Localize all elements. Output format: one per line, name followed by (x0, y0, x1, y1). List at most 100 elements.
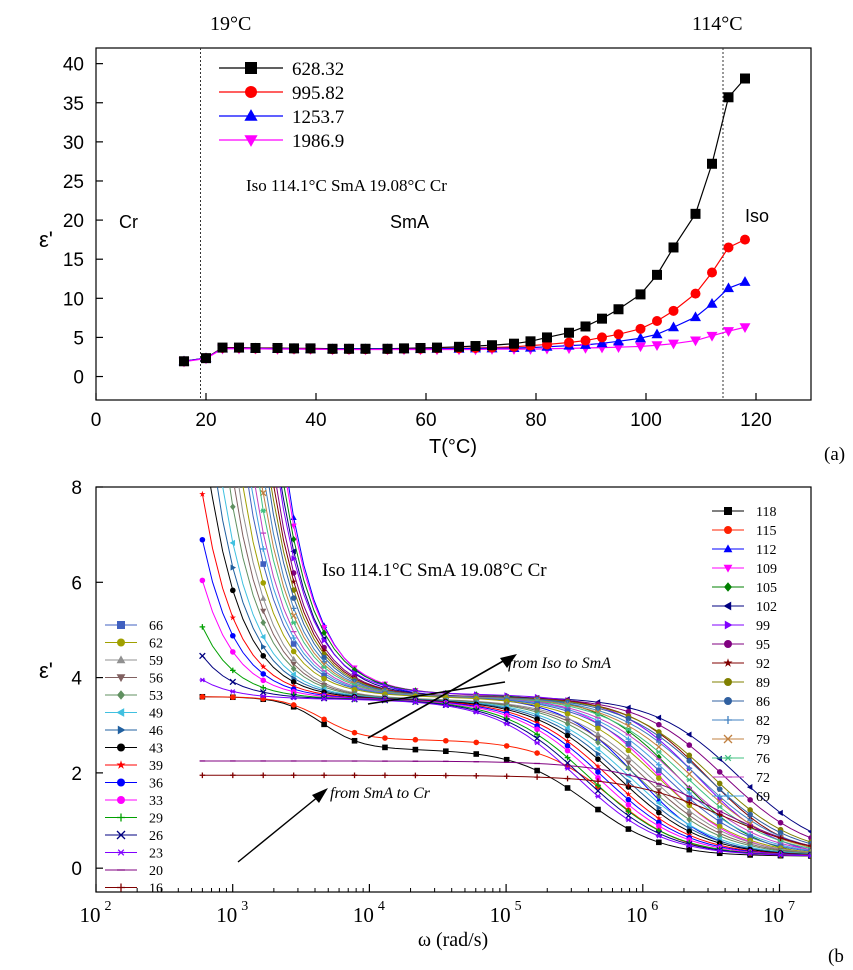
panel-b-legend-label: 66 (149, 619, 163, 634)
panel-b-legend-label: 112 (756, 543, 776, 558)
panel-b-xtick-label: 10 (763, 903, 784, 927)
panel-a-data-point (564, 327, 574, 338)
panel-a-legend-label: 628.32 (292, 59, 344, 80)
panel-b-legend-label: 115 (756, 524, 776, 539)
panel-b-data-point (594, 745, 601, 752)
panel-b-data-point (290, 682, 297, 689)
panel-b-legend-marker (117, 725, 126, 735)
panel-b-ytick-label: 2 (71, 764, 82, 785)
panel-b-legend-marker (117, 849, 125, 856)
panel-b-legend-label: 92 (756, 657, 770, 672)
panel-b-data-point (595, 793, 601, 799)
panel-b-data-point (533, 719, 541, 726)
panel-b-data-point (595, 712, 601, 717)
panel-b-data-point (351, 686, 358, 693)
panel-b-data-point (686, 795, 693, 802)
panel-b-legend-marker (724, 678, 732, 686)
panel-b-data-point (320, 661, 328, 668)
panel-b-data-point (716, 818, 723, 825)
panel-b-xlabel: ω (rad/s) (418, 929, 488, 951)
panel-b-data-point (686, 777, 693, 783)
panel-b-data-point (595, 778, 601, 784)
panel-b-legend-label: 102 (756, 600, 777, 615)
panel-b-data-point (230, 503, 236, 511)
panel-b-legend-marker (724, 697, 732, 705)
panel-b-legend-label: 53 (149, 689, 163, 704)
panel-b-data-point (260, 663, 267, 670)
panel-b-legend-label: 36 (149, 777, 163, 792)
panel-a-axes: 0 20 40 60 80 100 120 0 5 10 15 20 25 30 35 40 (63, 55, 772, 431)
panel-a-legend-marker (245, 62, 257, 74)
panel-a-ytick-label: 20 (63, 211, 84, 232)
panel-b-data-point (533, 735, 541, 742)
panel-a-phase-sma: SmA (390, 212, 429, 232)
panel-b-legend-label: 62 (149, 637, 163, 652)
panel-b-legend-marker (724, 582, 732, 592)
panel-b-data-point (321, 664, 327, 670)
panel-b-data-point (594, 730, 602, 737)
panel-a-legend-label: 995.82 (292, 83, 344, 104)
panel-a-xtick-label: 40 (305, 410, 326, 431)
panel-a-data-point (723, 92, 734, 103)
panel-b-data-point (625, 801, 632, 808)
panel-a-data-point (690, 336, 701, 347)
panel-b-data-point (321, 654, 327, 661)
panel-b-data-point (230, 694, 236, 700)
panel-b-legend-label: 109 (756, 562, 777, 577)
panel-a-data-point (652, 269, 662, 280)
panel-b-legend-marker (723, 601, 732, 611)
panel-b-data-point (564, 754, 571, 761)
panel-a-data-point (597, 332, 607, 343)
panel-b-data-point (746, 783, 753, 791)
panel-b-data-point (382, 744, 388, 751)
panel-b-data-point (808, 853, 811, 859)
panel-b-data-point (412, 746, 419, 753)
panel-a-data-point (739, 323, 751, 334)
panel-b-data-point (260, 772, 267, 779)
panel-a-ytick-label: 0 (73, 368, 84, 389)
panel-b-data-point (656, 733, 662, 739)
panel-a-legend-marker (244, 135, 258, 147)
panel-b-data-point (716, 769, 723, 775)
panel-b-data-point (230, 689, 236, 694)
panel-b-xtick-exponent: 7 (788, 899, 795, 914)
panel-b-data-point (595, 725, 601, 732)
panel-b-data-point (686, 828, 693, 835)
panel-b-data-point (656, 789, 662, 796)
panel-b-data-point (625, 760, 632, 766)
panel-b-legend-marker (117, 778, 125, 787)
panel-b-data-point (625, 753, 632, 760)
panel-a-legend-marker (245, 86, 257, 98)
panel-b-data-point (412, 699, 419, 705)
panel-a-xtick-label: 80 (525, 410, 546, 431)
panel-b-data-point (534, 731, 540, 738)
panel-a-data-point (652, 315, 662, 326)
panel-b-data-point (686, 731, 692, 738)
panel-b-xtick-label: 10 (80, 903, 101, 927)
panel-b-arrow-upper-text: from Iso to SmA (508, 655, 611, 672)
panel-b-data-point (260, 677, 267, 684)
panel-b-ylabel: ε' (39, 658, 53, 683)
panel-b-data-point (229, 678, 237, 686)
panel-b-data-point (503, 773, 510, 780)
panel-a-ytick-label: 40 (63, 55, 84, 76)
panel-b-data-point (260, 684, 267, 691)
panel-b-data-point (229, 539, 236, 546)
panel-b-data-point (199, 693, 206, 700)
panel-a-data-point (690, 288, 701, 299)
panel-b-data-point (290, 595, 297, 601)
panel-b-data-point (656, 761, 662, 768)
panel-a-data-point (525, 336, 536, 347)
panel-b-data-point (260, 595, 267, 601)
panel-b-xtick-label: 10 (216, 903, 237, 927)
panel-a-data-point (454, 341, 464, 352)
panel-b-data-point (534, 740, 540, 746)
panel-a-data-point (635, 289, 646, 300)
panel-b-data-point (199, 652, 206, 660)
panel-b-series-line (288, 487, 811, 856)
panel-b-data-point (199, 677, 206, 683)
panel-b-data-point (625, 747, 632, 754)
panel-b-data-point (686, 816, 693, 824)
panel-a-xlabel: T(°C) (429, 436, 477, 458)
panel-a-data-point (564, 337, 574, 348)
